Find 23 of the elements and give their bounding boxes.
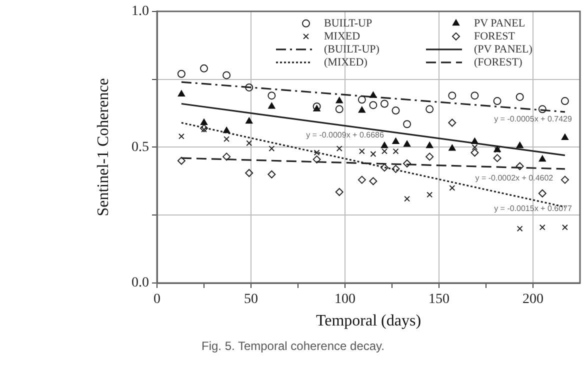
annotation: y = -0.0005x + 0.7429 <box>494 114 572 124</box>
legend-label: BUILT-UP <box>324 17 372 30</box>
legend-label: FOREST <box>474 30 516 42</box>
legend-label: (BUILT-UP) <box>324 43 380 56</box>
x-axis-title: Temporal (days) <box>316 312 422 330</box>
legend-label: (FOREST) <box>474 56 523 68</box>
annotation: y = -0.0002x + 0.4602 <box>475 174 554 183</box>
legend-label: (PV PANEL) <box>474 43 533 56</box>
x-tick-label: 150 <box>428 292 450 308</box>
x-tick-label: 100 <box>334 292 356 308</box>
y-axis-title: Sentinel-1 Coherence <box>94 78 112 216</box>
caption: Fig. 5. Temporal coherence decay. <box>200 339 386 353</box>
legend-label: MIXED <box>324 30 360 42</box>
y-tick-label: 1.0 <box>132 4 149 20</box>
x-tick-label: 0 <box>154 292 160 308</box>
y-tick-label: 0.0 <box>132 276 149 291</box>
annotation: y = -0.0015x + 0.6077 <box>494 204 572 214</box>
legend-label: (MIXED) <box>324 56 368 68</box>
x-tick-label: 200 <box>522 292 544 308</box>
y-tick-label: 0.5 <box>132 140 149 155</box>
legend-label: PV PANEL <box>474 17 526 30</box>
x-tick-label: 50 <box>244 292 258 308</box>
annotation: y = -0.0009x + 0.6686 <box>306 130 384 140</box>
